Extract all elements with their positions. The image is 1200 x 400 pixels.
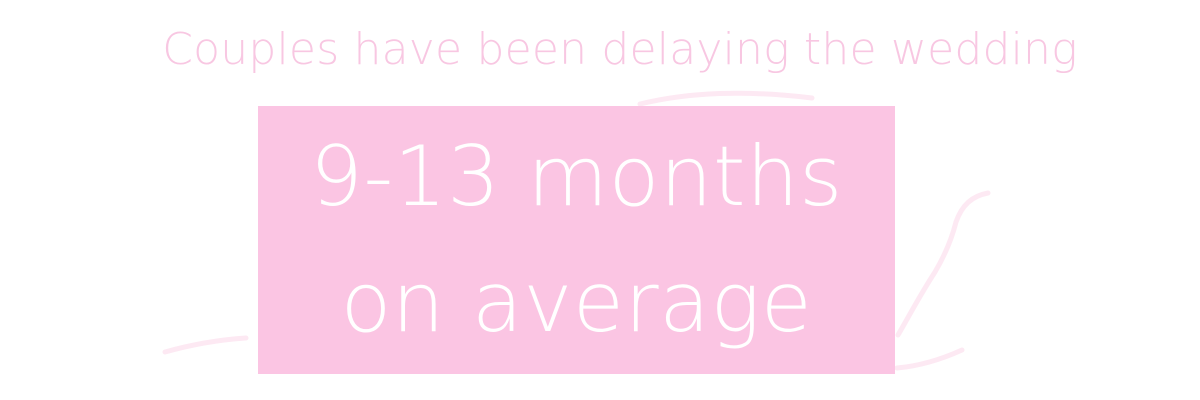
illustration-right-figure <box>895 190 991 338</box>
illustration-right-base <box>894 347 965 371</box>
illustration-left-base <box>162 335 249 355</box>
stat-highlight-box: 9-13 months on average <box>258 106 895 374</box>
stat-caption: on average <box>340 254 813 351</box>
illustration-top-arc <box>637 90 815 107</box>
headline: Couples have been delaying the wedding <box>162 24 1078 75</box>
stat-value: 9-13 months <box>310 128 843 225</box>
